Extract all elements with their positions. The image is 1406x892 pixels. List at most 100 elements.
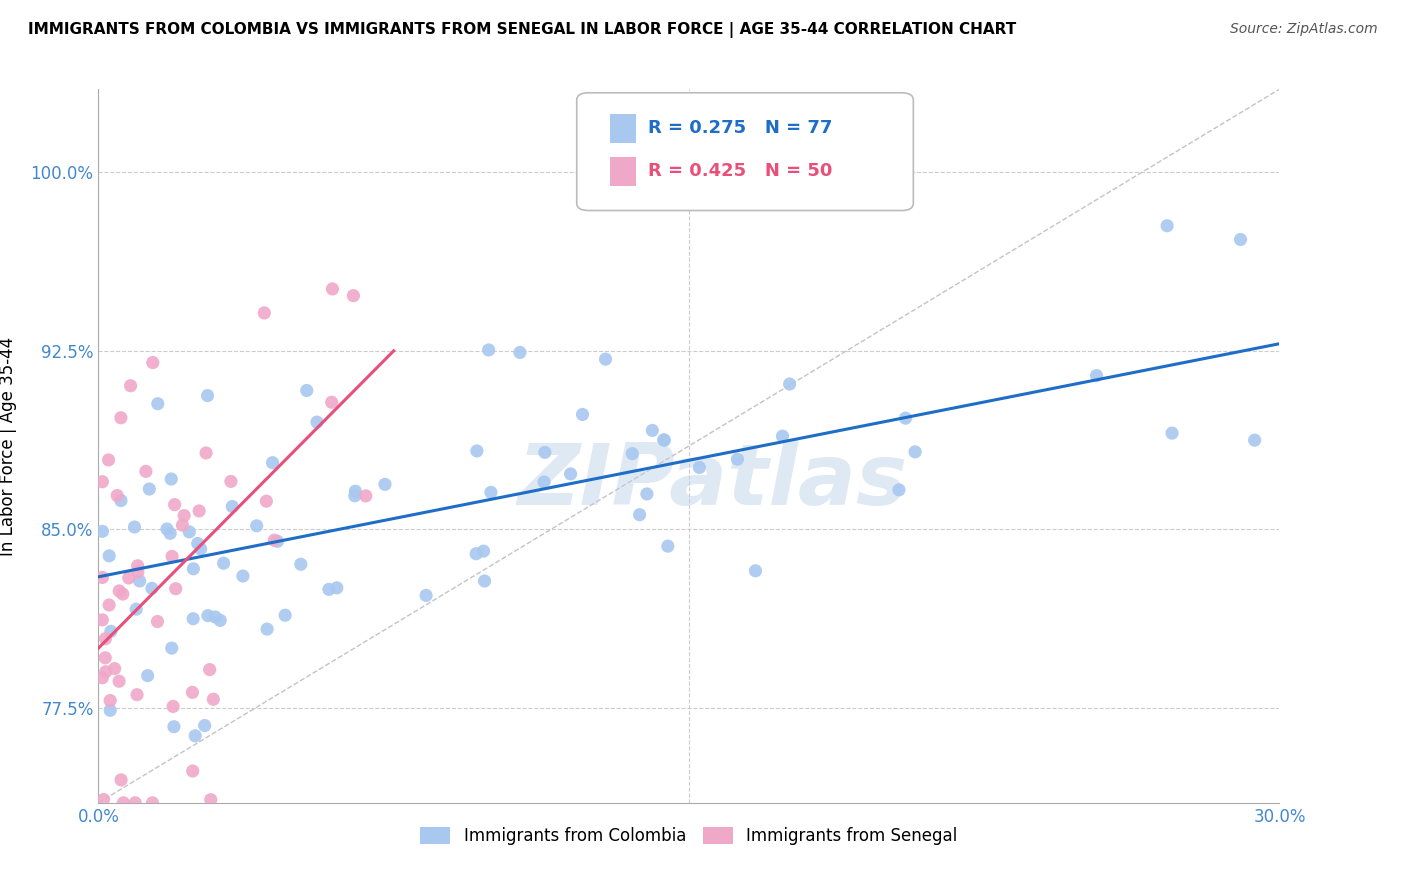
Point bbox=[146, 397, 169, 411]
Point bbox=[94, 650, 117, 665]
Point bbox=[904, 445, 927, 459]
Point bbox=[160, 549, 183, 564]
Point bbox=[1161, 426, 1184, 441]
Point bbox=[188, 504, 211, 518]
Point bbox=[97, 453, 120, 467]
Point bbox=[156, 522, 179, 536]
Point bbox=[318, 582, 340, 597]
Point bbox=[295, 384, 318, 398]
Point bbox=[111, 587, 134, 601]
Point bbox=[91, 524, 114, 539]
FancyBboxPatch shape bbox=[576, 93, 914, 211]
Point bbox=[1229, 233, 1251, 247]
Point bbox=[184, 729, 207, 743]
Point bbox=[94, 665, 117, 679]
Point bbox=[93, 792, 115, 806]
Point bbox=[209, 614, 232, 628]
Point bbox=[200, 793, 222, 807]
Point bbox=[232, 569, 254, 583]
Point bbox=[124, 520, 146, 534]
Point bbox=[91, 613, 114, 627]
Point bbox=[91, 570, 114, 584]
Point bbox=[190, 541, 212, 556]
Point bbox=[636, 487, 658, 501]
Point bbox=[219, 475, 242, 489]
Point bbox=[195, 446, 218, 460]
Point bbox=[141, 796, 163, 810]
Point bbox=[104, 662, 127, 676]
Point bbox=[374, 477, 396, 491]
Point bbox=[98, 693, 121, 707]
Point bbox=[262, 456, 284, 470]
Point bbox=[654, 433, 676, 447]
Point bbox=[98, 549, 121, 563]
Point bbox=[98, 598, 121, 612]
Point bbox=[415, 588, 437, 602]
Text: ZIPatlas: ZIPatlas bbox=[517, 440, 908, 524]
Point bbox=[142, 355, 165, 369]
Text: R = 0.275   N = 77: R = 0.275 N = 77 bbox=[648, 120, 832, 137]
Point bbox=[254, 494, 277, 508]
Point bbox=[125, 688, 148, 702]
Point bbox=[124, 796, 146, 810]
Point bbox=[571, 408, 593, 422]
Point bbox=[112, 796, 135, 810]
Point bbox=[108, 584, 131, 599]
Point bbox=[173, 508, 195, 523]
Point bbox=[354, 489, 377, 503]
Point bbox=[641, 424, 664, 438]
Point bbox=[204, 610, 226, 624]
Point bbox=[110, 493, 132, 508]
Point bbox=[181, 612, 204, 626]
Point bbox=[772, 429, 794, 443]
Point bbox=[110, 410, 132, 425]
Point bbox=[326, 581, 349, 595]
Point bbox=[621, 447, 644, 461]
Point bbox=[98, 703, 121, 717]
Point bbox=[141, 582, 163, 596]
Point bbox=[253, 306, 276, 320]
Point bbox=[744, 564, 766, 578]
Point bbox=[474, 574, 496, 588]
Point bbox=[1243, 433, 1265, 447]
Point bbox=[1085, 368, 1108, 383]
Point bbox=[91, 671, 114, 685]
Point bbox=[305, 415, 328, 429]
Point bbox=[110, 772, 132, 787]
Point bbox=[256, 622, 278, 636]
Point bbox=[162, 699, 184, 714]
Point bbox=[274, 608, 297, 623]
Point bbox=[465, 547, 488, 561]
Point bbox=[159, 526, 181, 541]
Point bbox=[172, 518, 194, 533]
Point bbox=[266, 534, 288, 549]
Point bbox=[197, 608, 219, 623]
Point bbox=[197, 388, 219, 402]
Point bbox=[194, 718, 217, 732]
Point bbox=[160, 641, 183, 656]
Point bbox=[263, 533, 285, 548]
Point bbox=[181, 685, 204, 699]
Point bbox=[595, 352, 617, 367]
Point bbox=[202, 692, 225, 706]
Point bbox=[91, 475, 114, 489]
Point bbox=[478, 343, 501, 357]
Point bbox=[179, 524, 201, 539]
Point bbox=[165, 582, 187, 596]
Point bbox=[652, 433, 675, 447]
Point bbox=[181, 764, 204, 778]
Point bbox=[727, 452, 749, 467]
Point bbox=[1156, 219, 1178, 233]
Point bbox=[290, 558, 312, 572]
Point bbox=[628, 508, 651, 522]
Point bbox=[136, 668, 159, 682]
Point bbox=[344, 484, 367, 499]
Point bbox=[342, 288, 364, 302]
Point bbox=[138, 482, 160, 496]
Point bbox=[198, 663, 221, 677]
Point bbox=[321, 282, 343, 296]
Text: IMMIGRANTS FROM COLOMBIA VS IMMIGRANTS FROM SENEGAL IN LABOR FORCE | AGE 35-44 C: IMMIGRANTS FROM COLOMBIA VS IMMIGRANTS F… bbox=[28, 22, 1017, 38]
Point bbox=[135, 464, 157, 478]
Y-axis label: In Labor Force | Age 35-44: In Labor Force | Age 35-44 bbox=[0, 336, 17, 556]
Point bbox=[472, 544, 495, 558]
